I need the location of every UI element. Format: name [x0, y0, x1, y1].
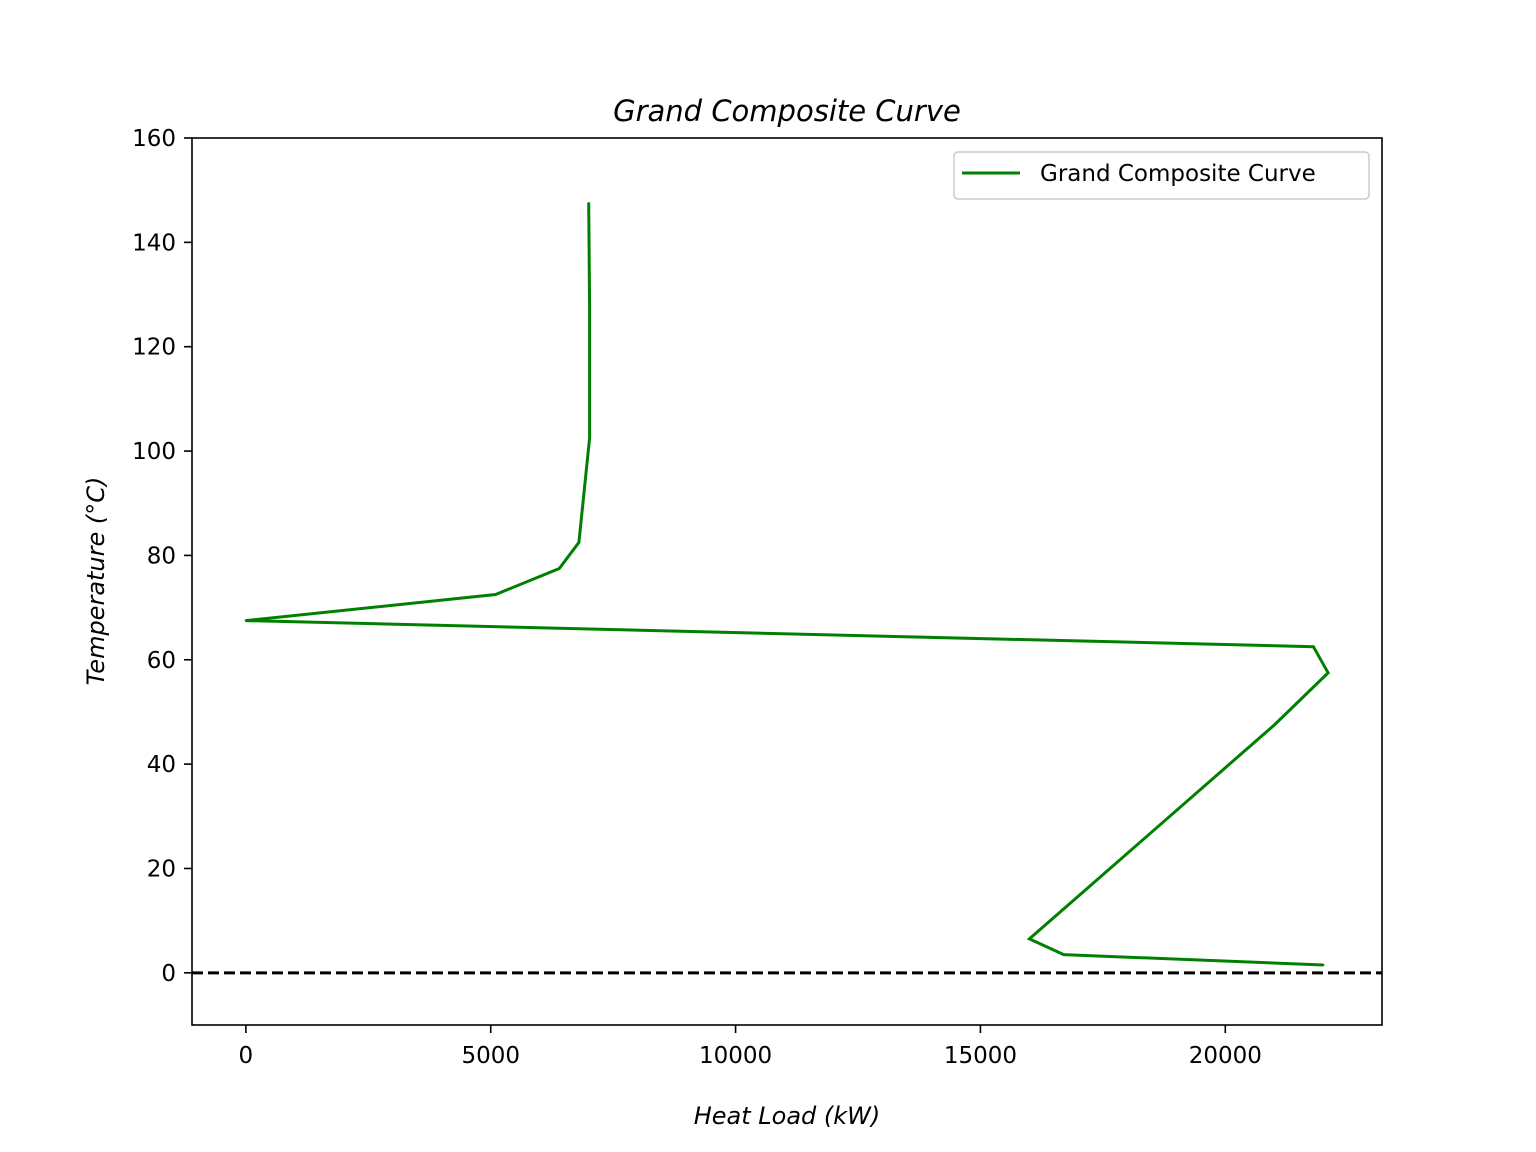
- data-point: [588, 436, 591, 440]
- y-tick-label: 160: [132, 126, 176, 152]
- data-point: [1062, 953, 1065, 956]
- x-axis-label: Heat Load (kW): [694, 1102, 881, 1130]
- x-tick-label: 0: [239, 1043, 254, 1069]
- data-point: [244, 619, 248, 622]
- data-point: [1326, 671, 1330, 674]
- y-tick-label: 20: [147, 856, 176, 882]
- data-point: [588, 306, 591, 309]
- plot-area: [191, 137, 1383, 1026]
- legend-label: Grand Composite Curve: [1040, 161, 1316, 187]
- y-tick-label: 140: [132, 230, 176, 256]
- x-tick-label: 15000: [944, 1043, 1017, 1069]
- data-point: [1028, 937, 1031, 941]
- y-axis: 0 20 40 60 80 100 120 140 160: [132, 126, 192, 987]
- x-tick-label: 10000: [699, 1043, 772, 1069]
- data-point: [587, 202, 590, 205]
- y-tick-label: 100: [132, 439, 176, 465]
- y-axis-label: Temperature (°C): [82, 477, 110, 686]
- x-tick-label: 20000: [1189, 1043, 1262, 1069]
- data-point: [494, 593, 497, 596]
- data-point: [1322, 963, 1325, 967]
- legend-frame: [953, 151, 1370, 200]
- x-tick-label: 5000: [461, 1043, 520, 1069]
- y-tick-label: 60: [147, 648, 176, 674]
- x-axis: 0 5000 10000 15000 20000: [239, 1025, 1262, 1069]
- y-tick-label: 40: [147, 752, 176, 778]
- y-tick-label: 120: [132, 335, 176, 361]
- y-tick-label: 80: [147, 543, 176, 569]
- y-tick-label: 0: [161, 961, 176, 987]
- chart-title: Grand Composite Curve: [613, 94, 961, 128]
- data-point: [1312, 645, 1315, 648]
- data-point: [577, 541, 581, 544]
- legend: Grand Composite Curve: [953, 151, 1370, 200]
- series-layer: [244, 202, 1330, 967]
- axes-frame: [191, 137, 1383, 1026]
- data-point: [558, 567, 561, 570]
- data-point: [1273, 723, 1276, 727]
